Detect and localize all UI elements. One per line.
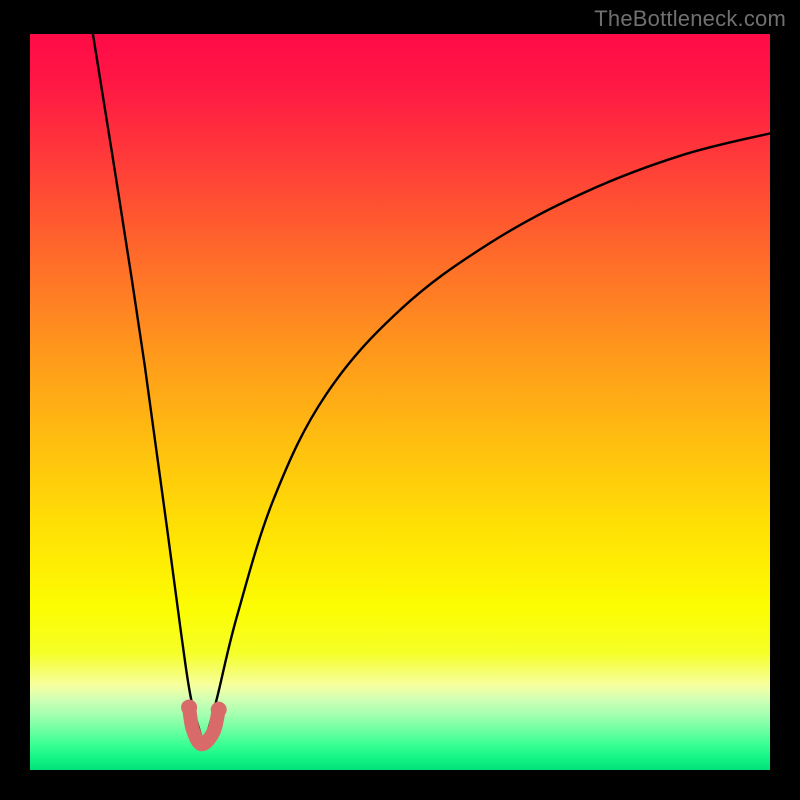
- trough-marker-cap-left: [181, 699, 197, 715]
- curve-right-branch: [204, 133, 770, 744]
- plot-area: [30, 34, 770, 770]
- curve-left-branch: [93, 34, 204, 744]
- attribution-label: TheBottleneck.com: [594, 6, 786, 32]
- bottleneck-curve: [30, 34, 770, 770]
- trough-marker-cap-right: [211, 702, 227, 718]
- chart-frame: TheBottleneck.com: [0, 0, 800, 800]
